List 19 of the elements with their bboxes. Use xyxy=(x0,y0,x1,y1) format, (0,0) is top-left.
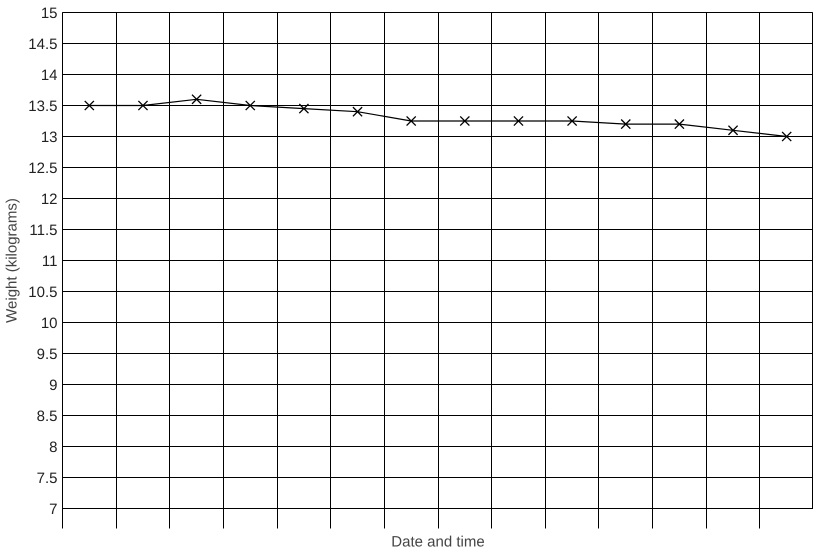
y-tick-label: 14.5 xyxy=(28,36,58,53)
y-tick-label: 14 xyxy=(40,67,58,84)
y-tick-label: 15 xyxy=(40,5,58,22)
y-tick-label: 8 xyxy=(49,439,58,456)
y-tick-label: 7 xyxy=(49,501,58,518)
y-tick-label: 10.5 xyxy=(28,284,58,301)
y-tick-label: 7.5 xyxy=(36,470,58,487)
x-axis-title: Date and time xyxy=(391,534,485,550)
y-tick-label: 9.5 xyxy=(36,346,58,363)
y-tick-label: 11.5 xyxy=(29,222,58,239)
y-tick-label: 13.5 xyxy=(28,98,58,115)
y-tick-label: 13 xyxy=(40,129,58,146)
y-tick-label: 8.5 xyxy=(36,408,58,425)
y-tick-label: 10 xyxy=(40,315,58,332)
y-axis-title: Weight (kilograms) xyxy=(3,198,20,323)
y-tick-label: 11 xyxy=(42,253,58,270)
y-tick-label: 12.5 xyxy=(28,160,58,177)
y-tick-label: 9 xyxy=(49,377,58,394)
y-tick-label: 12 xyxy=(40,191,58,208)
